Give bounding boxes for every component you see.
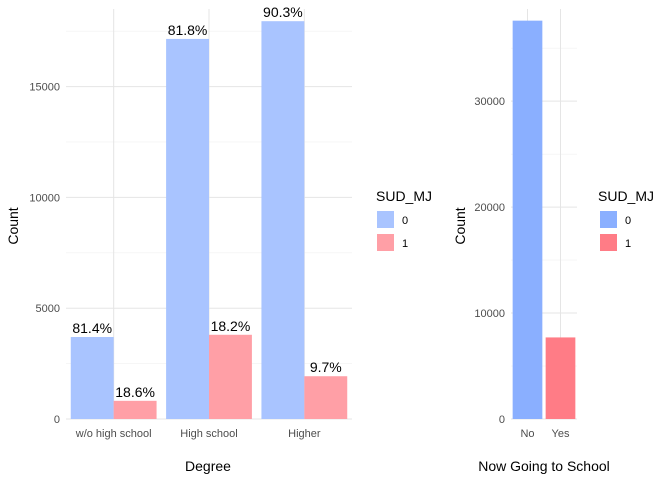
bar-data-label: 90.3% xyxy=(263,4,303,20)
bar-data-label: 81.4% xyxy=(72,320,112,336)
legend-label-1: 1 xyxy=(625,238,631,250)
degree-chart-y-ticks: 0 5000 10000 15000 xyxy=(29,82,60,426)
x-tick-label: w/o high school xyxy=(75,428,152,440)
bar-series-0 xyxy=(166,38,209,420)
degree-chart: 81.4% 18.6% 81.8% 18.2% 90.3% 9.7% 0 5000 10000… xyxy=(5,4,432,474)
bar-series-1 xyxy=(113,400,157,419)
bar-series-1 xyxy=(545,337,576,419)
bar-series-1 xyxy=(304,376,348,419)
legend-swatch-0 xyxy=(377,211,394,228)
school-chart-legend-title: SUD_MJ xyxy=(598,188,654,204)
bar-data-label: 18.2% xyxy=(211,318,251,334)
school-chart: 0 10000 20000 30000 No Yes Now Going to Scho… xyxy=(452,9,654,474)
x-tick-label: Higher xyxy=(288,428,321,440)
school-chart-y-ticks: 0 10000 20000 30000 xyxy=(474,96,505,426)
bar-data-label: 18.6% xyxy=(115,384,155,400)
bar-series-0 xyxy=(70,337,114,419)
x-tick-label: Yes xyxy=(552,428,570,440)
bar-data-label: 9.7% xyxy=(310,359,342,375)
legend-swatch-1 xyxy=(377,234,394,251)
degree-chart-x-ticks: w/o high school High school Higher xyxy=(75,428,321,440)
y-tick-label: 15000 xyxy=(29,82,60,94)
school-chart-x-axis-title: Now Going to School xyxy=(478,458,610,474)
degree-chart-x-axis-title: Degree xyxy=(185,458,231,474)
legend-swatch-1 xyxy=(600,234,617,251)
degree-chart-y-axis-title: Count xyxy=(5,207,21,244)
legend-label-1: 1 xyxy=(402,238,408,250)
bar-series-0 xyxy=(512,20,543,419)
bar-series-1 xyxy=(209,334,252,419)
degree-chart-data-labels: 81.4% 18.6% 81.8% 18.2% 90.3% 9.7% xyxy=(72,4,341,400)
legend-swatch-0 xyxy=(600,211,617,228)
school-chart-y-axis-title: Count xyxy=(452,207,468,244)
legend-label-0: 0 xyxy=(625,215,631,227)
y-tick-label: 5000 xyxy=(36,303,60,315)
bar-series-0 xyxy=(261,21,305,420)
bar-data-label: 81.8% xyxy=(168,22,208,38)
degree-chart-legend: SUD_MJ 0 1 xyxy=(376,188,432,251)
degree-chart-bars xyxy=(70,21,348,420)
degree-chart-legend-title: SUD_MJ xyxy=(376,188,432,204)
x-tick-label: High school xyxy=(180,428,237,440)
school-chart-bars xyxy=(512,20,576,419)
x-tick-label: No xyxy=(520,428,534,440)
school-chart-x-ticks: No Yes xyxy=(520,428,569,440)
school-chart-legend: SUD_MJ 0 1 xyxy=(598,188,654,251)
y-tick-label: 10000 xyxy=(474,308,505,320)
y-tick-label: 20000 xyxy=(474,202,505,214)
y-tick-label: 30000 xyxy=(474,96,505,108)
y-tick-label: 10000 xyxy=(29,192,60,204)
y-tick-label: 0 xyxy=(499,414,505,426)
y-tick-label: 0 xyxy=(54,414,60,426)
legend-label-0: 0 xyxy=(402,215,408,227)
